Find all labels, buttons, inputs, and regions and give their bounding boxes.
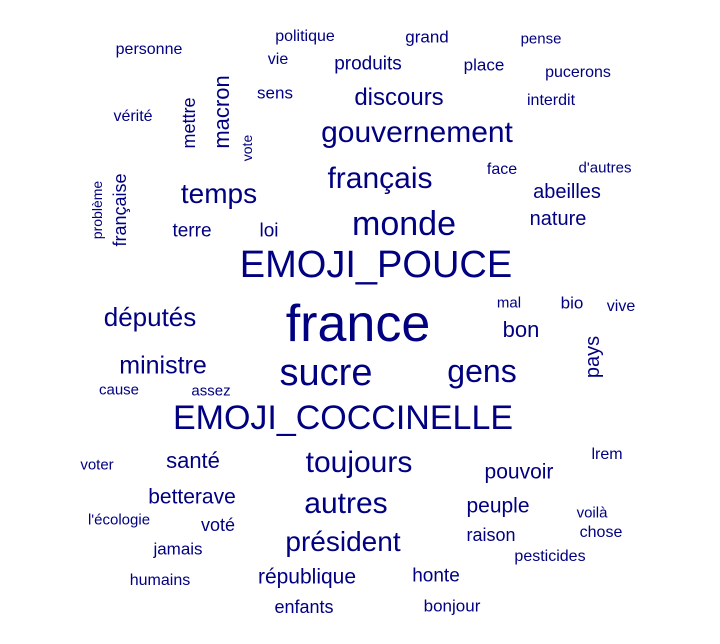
word-l-cologie: l'écologie (87, 511, 151, 529)
word-fran-ais: français (327, 162, 433, 195)
word-gouvernement: gouvernement (321, 116, 513, 149)
word-betterave: betterave (148, 485, 236, 509)
word-honte: honte (412, 565, 460, 587)
word-personne: personne (115, 41, 183, 58)
word-r-publique: république (257, 565, 357, 589)
word-pouvoir: pouvoir (484, 460, 554, 484)
word-pense: pense (520, 30, 562, 48)
word-d-autres: d'autres (578, 159, 632, 177)
word-face: face (486, 161, 518, 178)
word-bonjour: bonjour (423, 596, 481, 616)
word-raison: raison (466, 525, 516, 545)
word-nature: nature (529, 208, 587, 230)
word-bon: bon (502, 317, 540, 342)
word-pays: pays (582, 335, 604, 379)
word-assez: assez (191, 382, 231, 400)
word-toujours: toujours (305, 446, 413, 479)
word-probl-me: problème (89, 180, 105, 240)
word-pesticides: pesticides (514, 548, 586, 565)
word-d-put-s: députés (103, 302, 197, 332)
word-chose: chose (579, 524, 623, 541)
word-voter: voter (80, 456, 114, 474)
word-enfants: enfants (274, 597, 334, 617)
word-vote: vote (239, 134, 255, 162)
word-france: france (285, 295, 431, 353)
word-vie: vie (267, 51, 289, 68)
word-interdit: interdit (526, 92, 576, 109)
word-voil-: voilà (576, 504, 608, 522)
word-bio: bio (560, 293, 584, 313)
word-sant-: santé (166, 448, 220, 473)
word-place: place (463, 55, 505, 75)
word-produits: produits (334, 53, 402, 75)
word-sens: sens (257, 83, 293, 103)
word-v-rit-: vérité (113, 108, 153, 125)
word-pucerons: pucerons (545, 64, 611, 81)
word-autres: autres (304, 487, 388, 520)
word-pr-sident: président (285, 526, 401, 557)
word-mettre: mettre (179, 97, 199, 149)
word-humains: humains (129, 572, 191, 589)
word-abeilles: abeilles (533, 181, 601, 203)
word-sucre: sucre (279, 352, 373, 394)
word-jamais: jamais (153, 539, 203, 559)
word-vot-: voté (200, 515, 236, 535)
word-cause: cause (98, 381, 140, 399)
word-fran-aise: française (110, 173, 130, 247)
word-mal: mal (496, 294, 522, 312)
word-gens: gens (447, 353, 517, 389)
word-emoji-pouce: EMOJI_POUCE (239, 244, 513, 286)
word-grand: grand (405, 27, 449, 47)
word-temps: temps (180, 178, 258, 209)
word-emoji-coccinelle: EMOJI_COCCINELLE (172, 399, 514, 437)
word-macron: macron (209, 75, 234, 149)
word-ministre: ministre (119, 351, 207, 380)
word-peuple: peuple (466, 494, 530, 518)
word-vive: vive (606, 298, 636, 315)
word-lrem: lrem (591, 446, 623, 463)
word-discours: discours (354, 84, 444, 111)
word-loi: loi (259, 220, 279, 242)
word-politique: politique (275, 28, 335, 45)
word-monde: monde (352, 205, 456, 243)
word-terre: terre (172, 220, 212, 242)
